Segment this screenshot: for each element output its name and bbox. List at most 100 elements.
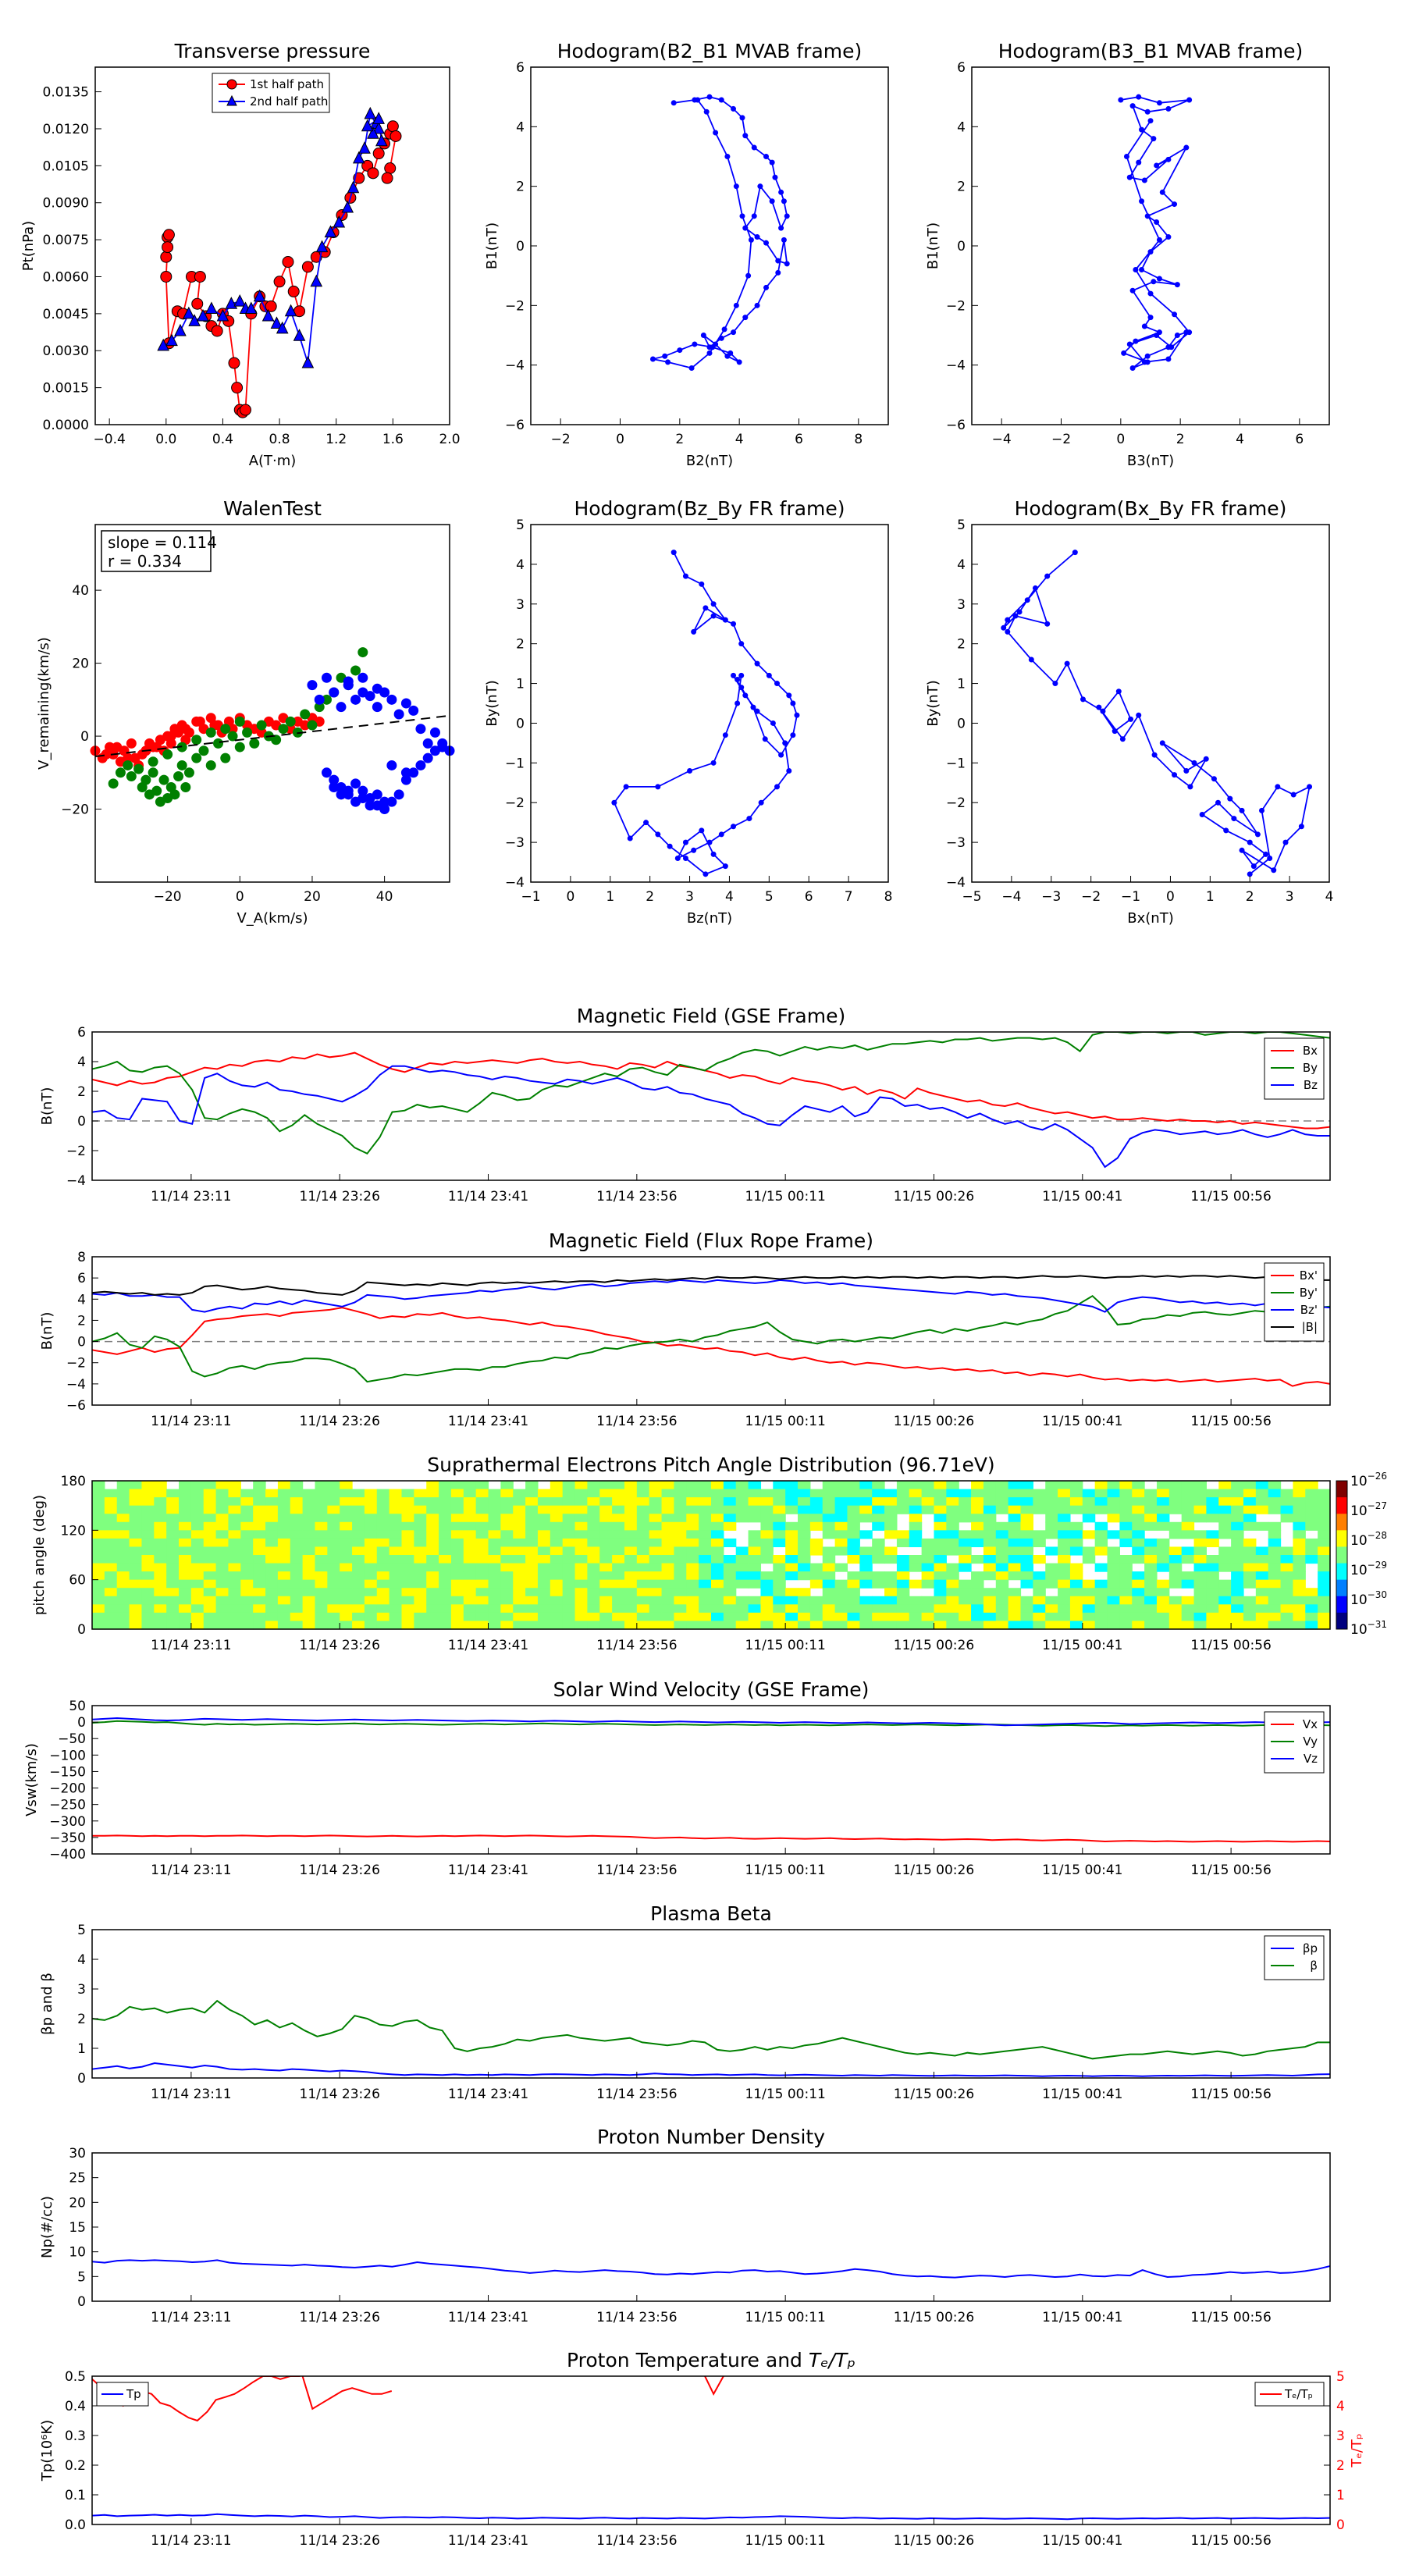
- heatmap-cell: [946, 1588, 959, 1597]
- heatmap-cell: [612, 1612, 625, 1622]
- colorbar-tick-exponent: −28: [1368, 1530, 1387, 1541]
- heatmap-cell: [488, 1612, 501, 1622]
- x-tick-label: 0.0: [155, 432, 176, 447]
- x-tick-label: 4: [725, 889, 734, 905]
- heatmap-cell: [909, 1563, 923, 1572]
- heatmap-cell: [1280, 1579, 1294, 1589]
- data-point: [677, 347, 683, 354]
- heatmap-cell: [1058, 1612, 1071, 1622]
- heatmap-cell: [649, 1596, 663, 1605]
- heatmap-cell: [649, 1481, 663, 1490]
- heatmap-cell: [228, 1546, 241, 1556]
- heatmap-cell: [1255, 1596, 1269, 1605]
- heatmap-cell: [92, 1546, 105, 1556]
- y-tick-label: 0.0105: [43, 158, 89, 174]
- heatmap-cell: [1255, 1481, 1269, 1490]
- data-point: [233, 294, 247, 307]
- heatmap-cell: [550, 1538, 564, 1548]
- y-tick-label: −6: [946, 418, 966, 433]
- heatmap-cell: [723, 1571, 737, 1581]
- heatmap-cell: [1318, 1489, 1331, 1498]
- heatmap-cell: [154, 1505, 167, 1514]
- heatmap-cell: [414, 1514, 427, 1523]
- y-tick-label: 5: [1336, 2369, 1345, 2385]
- data-point: [745, 272, 752, 279]
- heatmap-cell: [859, 1604, 873, 1614]
- heatmap-cell: [872, 1489, 885, 1498]
- heatmap-cell: [141, 1612, 155, 1622]
- heatmap-cell: [711, 1579, 724, 1589]
- heatmap-cell: [872, 1571, 885, 1581]
- x-tick-label: 11/15 00:56: [1190, 1189, 1271, 1204]
- heatmap-cell: [1058, 1596, 1071, 1605]
- heatmap-cell: [426, 1604, 439, 1614]
- heatmap-cell: [340, 1621, 353, 1630]
- heatmap-cell: [1181, 1612, 1195, 1622]
- y-tick-label: 0: [77, 1114, 86, 1130]
- heatmap-cell: [1045, 1514, 1058, 1523]
- heatmap-cell: [995, 1571, 1009, 1581]
- heatmap-cell: [253, 1555, 266, 1564]
- y-tick-label: 20: [72, 656, 89, 672]
- heatmap-cell: [624, 1588, 638, 1597]
- y-tick-label: 0: [77, 1715, 86, 1731]
- heatmap-cell: [834, 1596, 848, 1605]
- heatmap-cell: [290, 1571, 304, 1581]
- data-point: [1052, 681, 1058, 687]
- heatmap-cell: [315, 1621, 328, 1630]
- x-tick-label: −2: [1051, 432, 1071, 447]
- heatmap-cell: [104, 1521, 118, 1531]
- data-point: [174, 323, 187, 336]
- heatmap-cell: [686, 1579, 699, 1589]
- heatmap-cell: [624, 1612, 638, 1622]
- heatmap-cell: [154, 1563, 167, 1572]
- heatmap-cell: [439, 1612, 452, 1622]
- x-tick-label: 11/15 00:56: [1190, 1638, 1271, 1653]
- heatmap-cell: [463, 1514, 477, 1523]
- heatmap-cell: [587, 1505, 600, 1514]
- plot-area: [92, 2259, 1330, 2279]
- heatmap-cell: [822, 1481, 836, 1490]
- heatmap-cell: [414, 1596, 427, 1605]
- y-tick-label: 3: [1336, 2428, 1345, 2444]
- heatmap-cell: [921, 1563, 935, 1572]
- data-point: [1044, 573, 1051, 579]
- heatmap-cell: [1168, 1621, 1183, 1630]
- colorbar-tick-base: 10: [1350, 1474, 1368, 1489]
- y-tick-label: 0: [77, 1335, 86, 1350]
- heatmap-cell: [934, 1579, 947, 1589]
- heatmap-cell: [1008, 1530, 1022, 1539]
- heatmap-cell: [946, 1604, 959, 1614]
- data-point: [731, 329, 737, 336]
- heatmap-cell: [983, 1563, 997, 1572]
- heatmap-cell: [1243, 1505, 1257, 1514]
- heatmap-cell: [1020, 1612, 1033, 1622]
- data-point: [781, 198, 787, 205]
- heatmap-cell: [116, 1596, 130, 1605]
- heatmap-cell: [859, 1579, 873, 1589]
- heatmap-cell: [822, 1612, 836, 1622]
- data-point: [1129, 103, 1136, 109]
- heatmap-cell: [488, 1514, 501, 1523]
- heatmap-cell: [389, 1596, 403, 1605]
- x-tick-label: 11/15 00:11: [745, 2087, 825, 2102]
- heatmap-cell: [711, 1521, 724, 1531]
- heatmap-cell: [636, 1612, 650, 1622]
- heatmap-cell: [340, 1538, 353, 1548]
- heatmap-cell: [1045, 1621, 1058, 1630]
- heatmap-cell: [1094, 1530, 1108, 1539]
- y-tick-label: 4: [77, 1055, 86, 1070]
- heatmap-cell: [612, 1546, 625, 1556]
- heatmap-cell: [463, 1588, 477, 1597]
- heatmap-cell: [574, 1612, 588, 1622]
- data-point: [774, 681, 781, 687]
- heatmap-cell: [1268, 1612, 1282, 1622]
- x-tick-label: 0: [1166, 889, 1175, 905]
- heatmap-cell: [1181, 1604, 1195, 1614]
- heatmap-cell: [1119, 1514, 1133, 1523]
- heatmap-cell: [723, 1604, 737, 1614]
- heatmap-cell: [401, 1546, 414, 1556]
- heatmap-cell: [674, 1546, 687, 1556]
- data-point: [611, 799, 617, 806]
